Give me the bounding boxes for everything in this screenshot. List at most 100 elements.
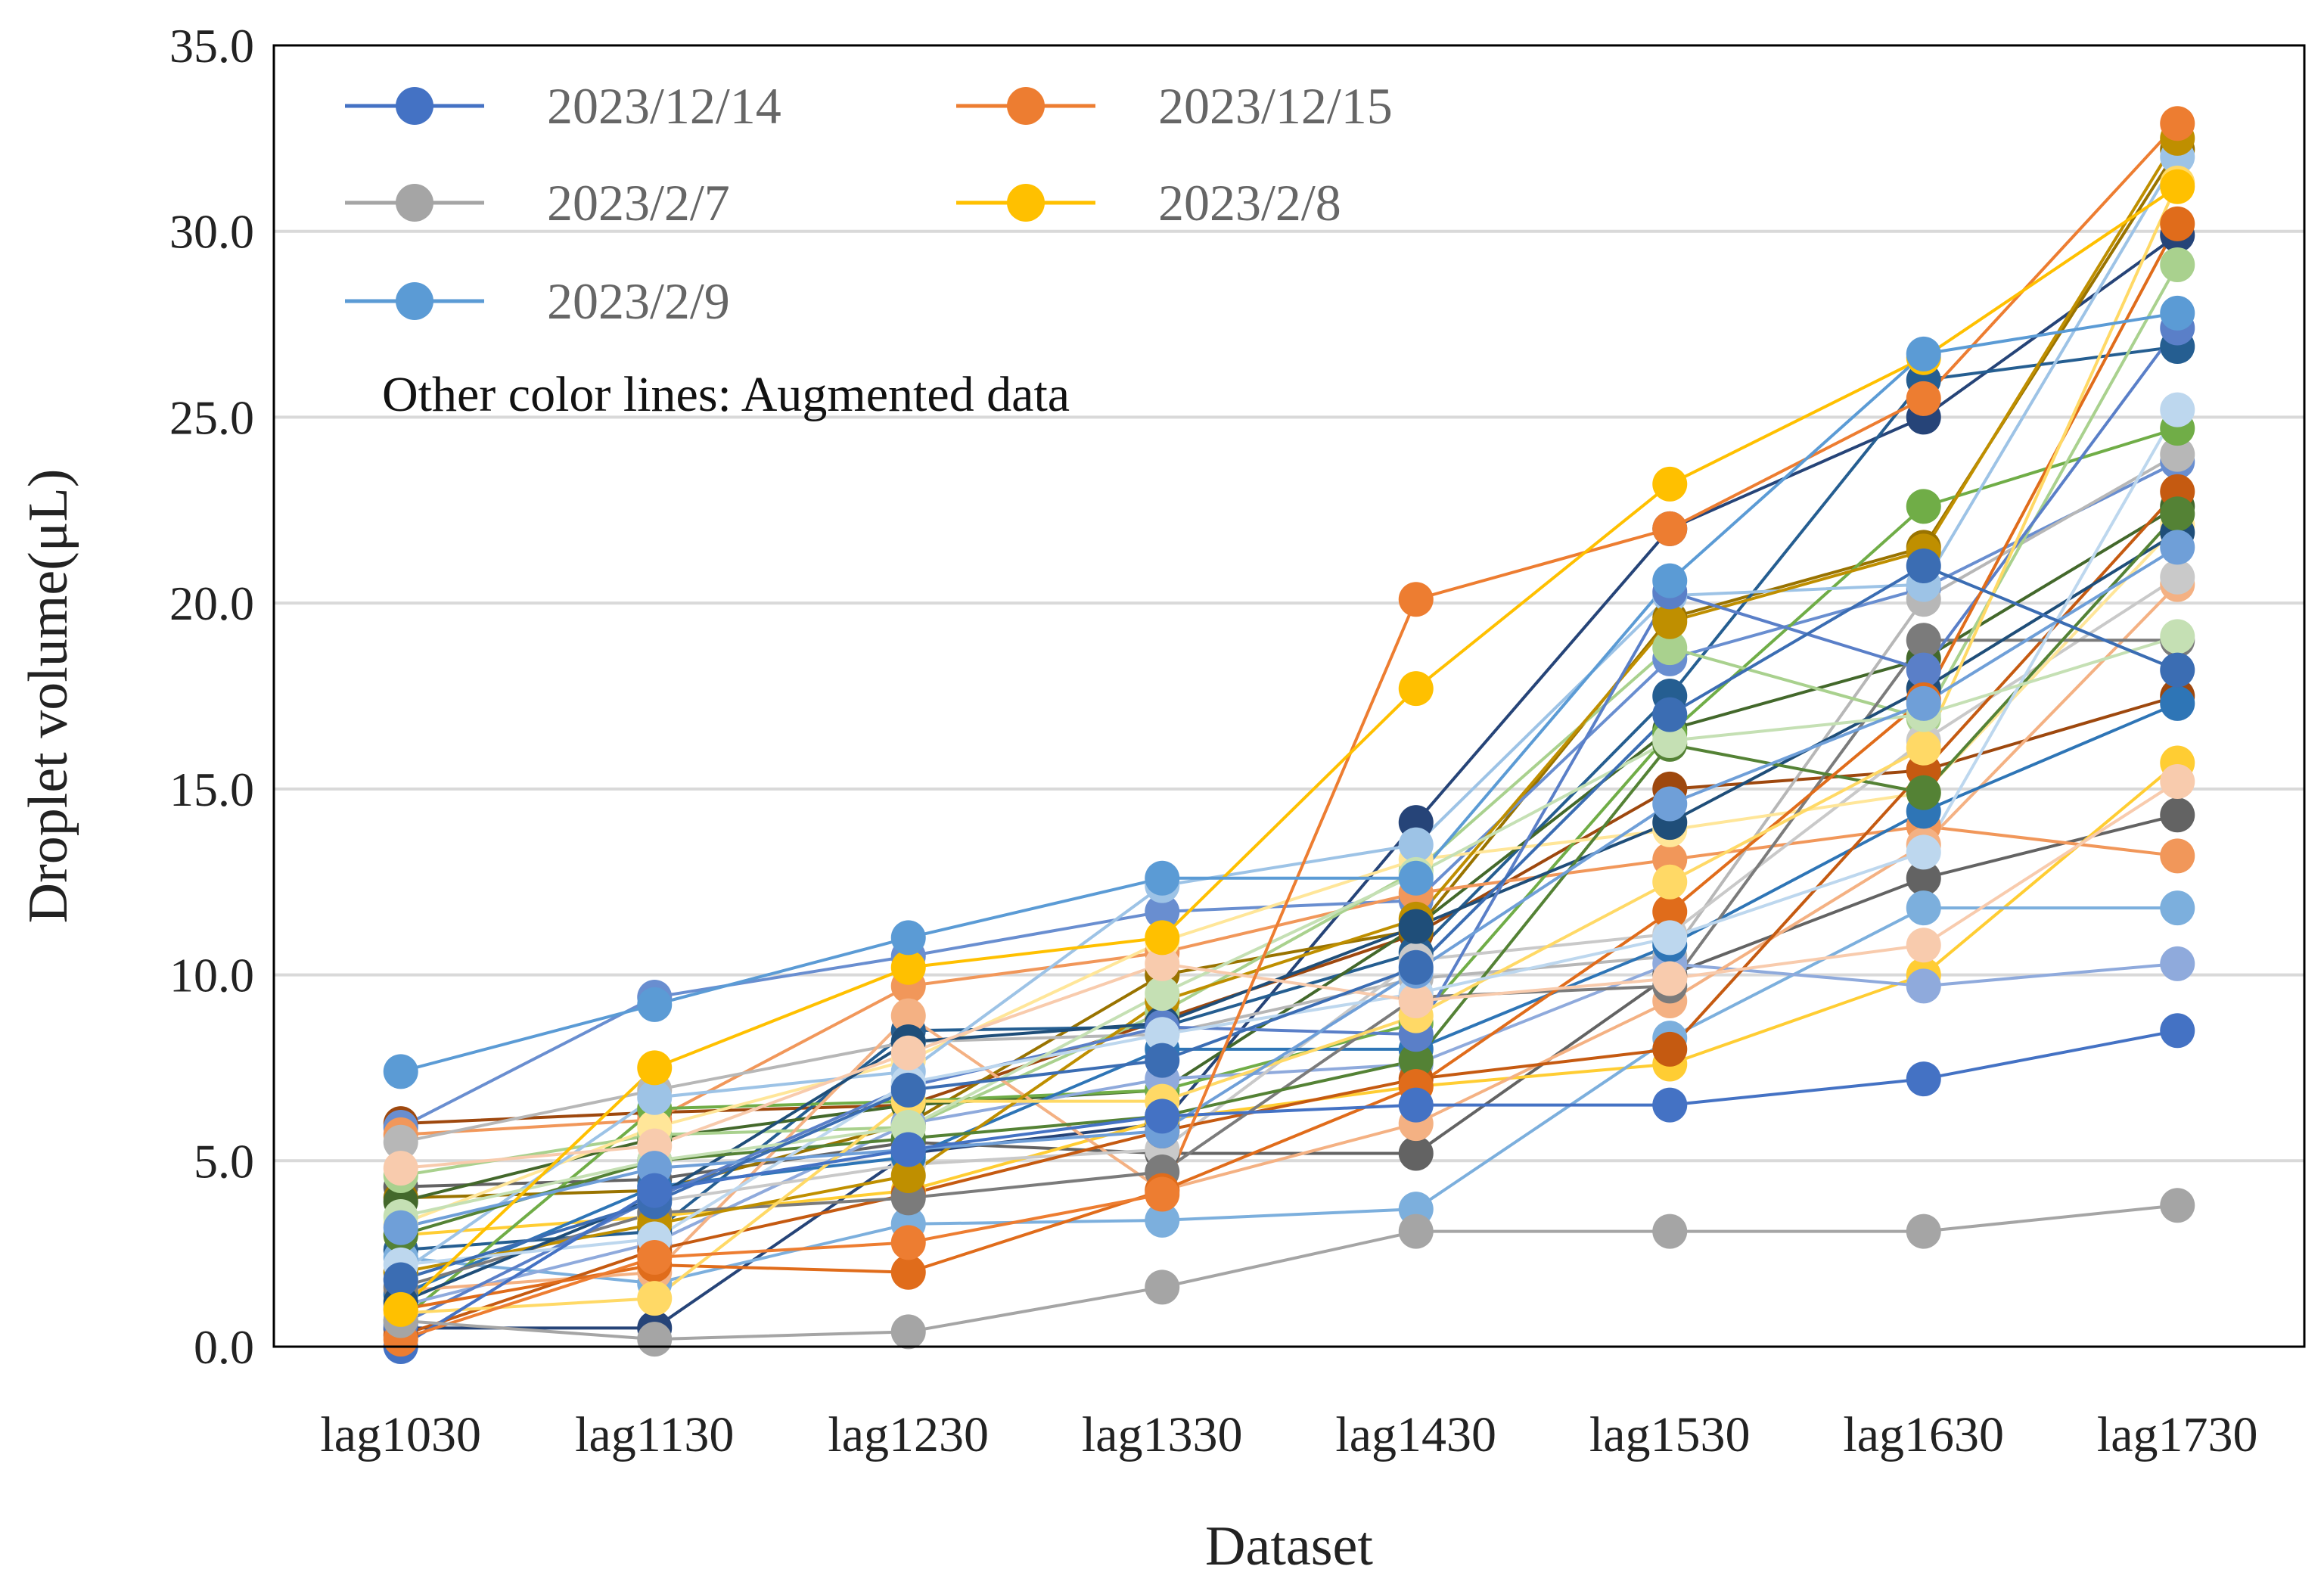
data-point-aug-18 (637, 1080, 673, 1115)
data-point-2023/2/8 (383, 1291, 418, 1327)
data-point-aug-31 (2160, 530, 2195, 565)
legend: 2023/12/14 2023/12/15 2023/2/7 2023/2/8 2023… (345, 77, 1393, 330)
data-point-2023/12/15 (1145, 1176, 1180, 1212)
data-point-2023/12/14 (1398, 1087, 1434, 1123)
augmented-data-note: Other color lines: Augmented data (382, 367, 1070, 422)
data-point-aug-32 (1652, 697, 1688, 732)
series-line-2023/2/9 (400, 311, 2178, 1074)
data-point-2023/12/15 (1398, 582, 1434, 617)
data-point-aug-30 (1398, 983, 1434, 1018)
data-point-aug-30 (2160, 764, 2195, 800)
data-point-2023/12/14 (637, 1173, 673, 1208)
data-point-aug-32 (1906, 548, 1941, 583)
data-point-2023/2/9 (1145, 860, 1180, 896)
data-point-2023/12/14 (1652, 1087, 1688, 1123)
x-tick-label: lag1430 (1335, 1407, 1496, 1462)
legend-label: 2023/12/14 (547, 77, 781, 135)
data-point-aug-32 (890, 1072, 926, 1108)
data-point-aug-28 (2160, 392, 2195, 427)
data-point-aug-11 (1906, 890, 1941, 926)
y-tick-label: 0.0 (194, 1320, 254, 1374)
y-tick-labels: 0.0 5.0 10.0 15.0 20.0 25.0 30.0 35.0 (169, 19, 254, 1374)
series-line-aug-27 (400, 182, 2180, 1315)
data-point-2023/2/7 (890, 1314, 926, 1350)
data-point-aug-14 (1906, 968, 1941, 1004)
series-line-aug-01 (400, 234, 2179, 1330)
data-point-aug-26 (1652, 894, 1688, 930)
data-point-aug-11 (1145, 1202, 1180, 1238)
data-point-aug-27 (1906, 730, 1941, 766)
data-point-aug-24 (1398, 1043, 1434, 1078)
y-tick-label: 15.0 (169, 763, 254, 816)
data-point-aug-13 (1652, 630, 1688, 666)
data-point-2023/2/8 (637, 1050, 673, 1086)
data-point-aug-31 (1906, 685, 1941, 721)
data-point-aug-22 (890, 1158, 926, 1193)
data-point-aug-03 (2160, 797, 2195, 833)
series-line-aug-25 (399, 327, 2179, 1326)
data-point-aug-32 (1145, 1043, 1180, 1078)
legend-marker (1007, 87, 1045, 125)
y-tick-label: 10.0 (169, 949, 254, 1002)
x-tick-label: lag1730 (2097, 1407, 2258, 1462)
series-line-2023/12/14 (399, 1029, 2178, 1348)
data-point-2023/2/8 (1652, 466, 1688, 502)
legend-marker (396, 87, 433, 125)
data-point-aug-21 (1906, 623, 1941, 658)
series-line-aug-05 (400, 345, 2178, 1252)
data-point-2023/2/8 (2160, 169, 2195, 204)
data-point-2023/12/15 (637, 1240, 673, 1276)
legend-label: 2023/2/8 (1158, 174, 1341, 232)
data-point-aug-03 (1398, 1136, 1434, 1171)
data-point-2023/2/8 (890, 949, 926, 985)
data-point-aug-32 (2160, 652, 2195, 688)
data-point-aug-12 (1906, 489, 1941, 524)
data-point-aug-29 (1145, 976, 1180, 1012)
x-tick-label: lag1530 (1589, 1407, 1751, 1462)
y-tick-label: 35.0 (169, 19, 254, 73)
data-point-2023/2/7 (1145, 1269, 1180, 1305)
data-point-aug-24 (1906, 775, 1941, 810)
data-point-aug-11 (2160, 890, 2195, 926)
data-point-aug-15 (890, 998, 926, 1033)
data-point-aug-26 (2160, 206, 2195, 241)
data-point-2023/12/14 (890, 1132, 926, 1167)
data-point-2023/2/7 (1398, 1214, 1434, 1249)
series-line-aug-18 (399, 156, 2179, 1274)
series-line-2023/2/7 (400, 1204, 2178, 1341)
data-point-aug-09 (383, 1124, 418, 1160)
data-point-2023/2/7 (637, 1322, 673, 1357)
data-point-aug-07 (1145, 894, 1180, 930)
data-point-aug-28 (1652, 920, 1688, 956)
legend-label: 2023/12/15 (1158, 77, 1393, 135)
data-point-2023/12/14 (1145, 1099, 1180, 1134)
legend-label: 2023/2/9 (547, 272, 730, 330)
data-point-aug-32 (1398, 949, 1434, 985)
data-point-aug-32 (383, 1262, 418, 1297)
data-point-aug-24 (2160, 496, 2195, 532)
series-line-2023/2/8 (399, 185, 2179, 1311)
data-point-2023/2/9 (383, 1054, 418, 1089)
data-point-2023/12/14 (2160, 1013, 2195, 1049)
data-point-aug-03 (1906, 860, 1941, 896)
data-point-2023/2/9 (2160, 295, 2195, 331)
data-point-aug-27 (637, 1281, 673, 1316)
data-point-2023/12/15 (890, 1225, 926, 1260)
x-tick-label: lag1230 (828, 1407, 989, 1462)
x-axis-title: Dataset (1205, 1515, 1373, 1577)
y-gridlines (274, 229, 2304, 1163)
data-point-aug-16 (2160, 559, 2195, 595)
series-line-aug-23 (399, 531, 2179, 1304)
series-line-aug-09 (400, 452, 2179, 1144)
series-line-aug-22 (400, 137, 2179, 1274)
series-line-aug-20 (400, 490, 2179, 1338)
legend-marker (396, 184, 433, 222)
legend-marker (1007, 184, 1045, 222)
x-tick-labels: lag1030 lag1130 lag1230 lag1330 lag1430 lag15… (320, 1407, 2257, 1462)
series-line-aug-24 (400, 512, 2179, 1237)
data-point-aug-28 (1145, 1017, 1180, 1052)
series-line-aug-13 (400, 263, 2179, 1177)
series-line-aug-31 (400, 545, 2179, 1229)
